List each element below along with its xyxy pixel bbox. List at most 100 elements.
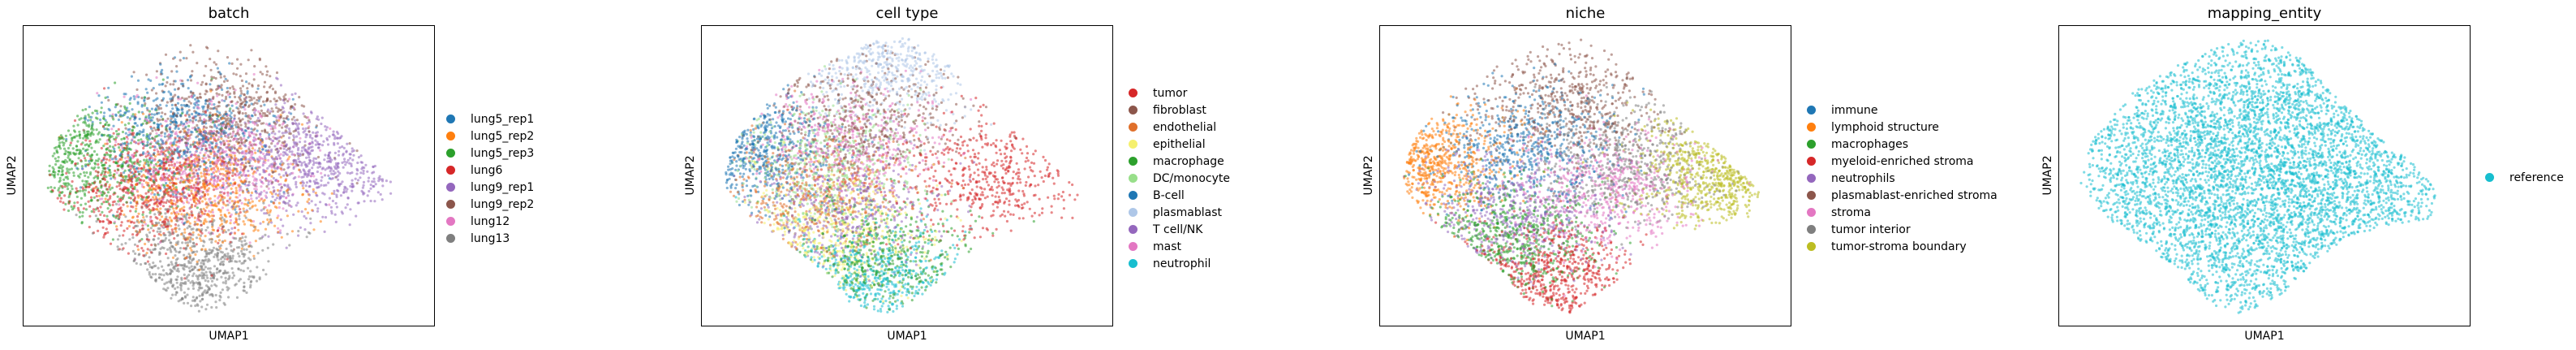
scatter-point — [85, 182, 88, 185]
scatter-point — [266, 246, 269, 249]
scatter-point — [88, 159, 91, 162]
scatter-point — [258, 112, 262, 115]
scatter-point — [259, 135, 262, 139]
scatter-point — [278, 229, 282, 232]
scatter-point — [226, 56, 230, 59]
scatter-point — [241, 112, 244, 115]
scatter-point — [264, 65, 268, 68]
scatter-point — [104, 197, 107, 201]
scatter-point — [159, 72, 162, 76]
scatter-point — [239, 123, 243, 127]
scatter-point — [174, 254, 177, 257]
scatter-point — [314, 143, 317, 146]
scatter-point — [269, 200, 273, 203]
scatter-point — [224, 131, 228, 135]
scatter-point — [231, 254, 234, 257]
scatter-point — [192, 106, 196, 110]
scatter-point — [144, 223, 148, 226]
scatter-point — [311, 166, 314, 170]
scatter-point — [230, 111, 233, 115]
scatter-point — [312, 228, 316, 231]
scatter-point — [186, 227, 189, 230]
scatter-point — [158, 273, 161, 276]
scatter-point — [135, 207, 138, 210]
scatter-point — [169, 83, 172, 86]
scatter-point — [148, 146, 152, 149]
scatter-point — [253, 170, 256, 173]
scatter-point — [277, 140, 281, 143]
scatter-point — [256, 102, 259, 105]
scatter-point — [111, 238, 114, 241]
scatter-point — [319, 149, 322, 152]
scatter-point — [112, 124, 115, 127]
scatter-point — [166, 287, 170, 290]
scatter-point — [250, 197, 253, 201]
scatter-point — [87, 119, 90, 122]
scatter-point — [243, 223, 247, 226]
scatter-point — [263, 85, 266, 89]
scatter-point — [104, 96, 107, 99]
scatter-point — [150, 113, 153, 116]
scatter-point — [152, 87, 155, 90]
scatter-point — [330, 212, 333, 215]
scatter-point — [210, 284, 213, 287]
scatter-point — [88, 226, 91, 229]
scatter-point — [259, 222, 262, 225]
scatter-point — [252, 175, 255, 178]
scatter-point — [142, 196, 145, 199]
scatter-point — [261, 220, 265, 223]
scatter-point — [161, 78, 165, 81]
scatter-point — [190, 248, 193, 252]
scatter-point — [221, 167, 226, 171]
scatter-point — [189, 143, 192, 147]
scatter-point — [158, 103, 162, 106]
scatter-point — [247, 180, 251, 184]
scatter-point — [105, 180, 109, 184]
scatter-point — [109, 171, 112, 175]
scatter-point — [193, 175, 196, 178]
scatter-point — [140, 175, 144, 178]
scatter-point — [181, 80, 184, 83]
scatter-point — [255, 133, 258, 136]
scatter-point — [213, 157, 216, 160]
scatter-point — [170, 110, 173, 114]
scatter-point — [71, 139, 74, 142]
scatter-point — [212, 188, 216, 192]
scatter-point — [267, 235, 270, 238]
scatter-point — [233, 226, 237, 230]
scatter-point — [190, 133, 193, 136]
scatter-point — [133, 167, 136, 171]
scatter-point — [118, 110, 122, 113]
scatter-point — [90, 131, 93, 134]
scatter-point — [272, 186, 275, 189]
scatter-point — [88, 205, 92, 208]
scatter-point — [294, 102, 297, 106]
scatter-point — [99, 121, 102, 124]
scatter-point — [224, 170, 228, 173]
scatter-point — [158, 276, 161, 279]
scatter-point — [112, 160, 115, 164]
scatter-point — [312, 188, 315, 191]
scatter-point — [335, 195, 338, 199]
scatter-point — [80, 143, 83, 146]
scatter-point — [238, 117, 241, 120]
scatter-point — [192, 272, 196, 275]
scatter-point — [170, 163, 174, 166]
scatter-point — [262, 122, 265, 125]
scatter-point — [141, 152, 145, 155]
scatter-point — [266, 166, 269, 170]
scatter-point — [202, 110, 205, 113]
scatter-point — [134, 113, 137, 116]
scatter-point — [58, 187, 61, 190]
scatter-point — [252, 254, 256, 257]
scatter-point — [312, 131, 315, 134]
scatter-point — [136, 244, 140, 248]
scatter-point — [223, 257, 226, 261]
scatter-point — [272, 176, 275, 180]
scatter-point — [170, 117, 173, 120]
scatter-point — [187, 287, 190, 291]
scatter-point — [237, 279, 241, 283]
scatter-point — [354, 177, 357, 180]
scatter-point — [51, 166, 54, 169]
